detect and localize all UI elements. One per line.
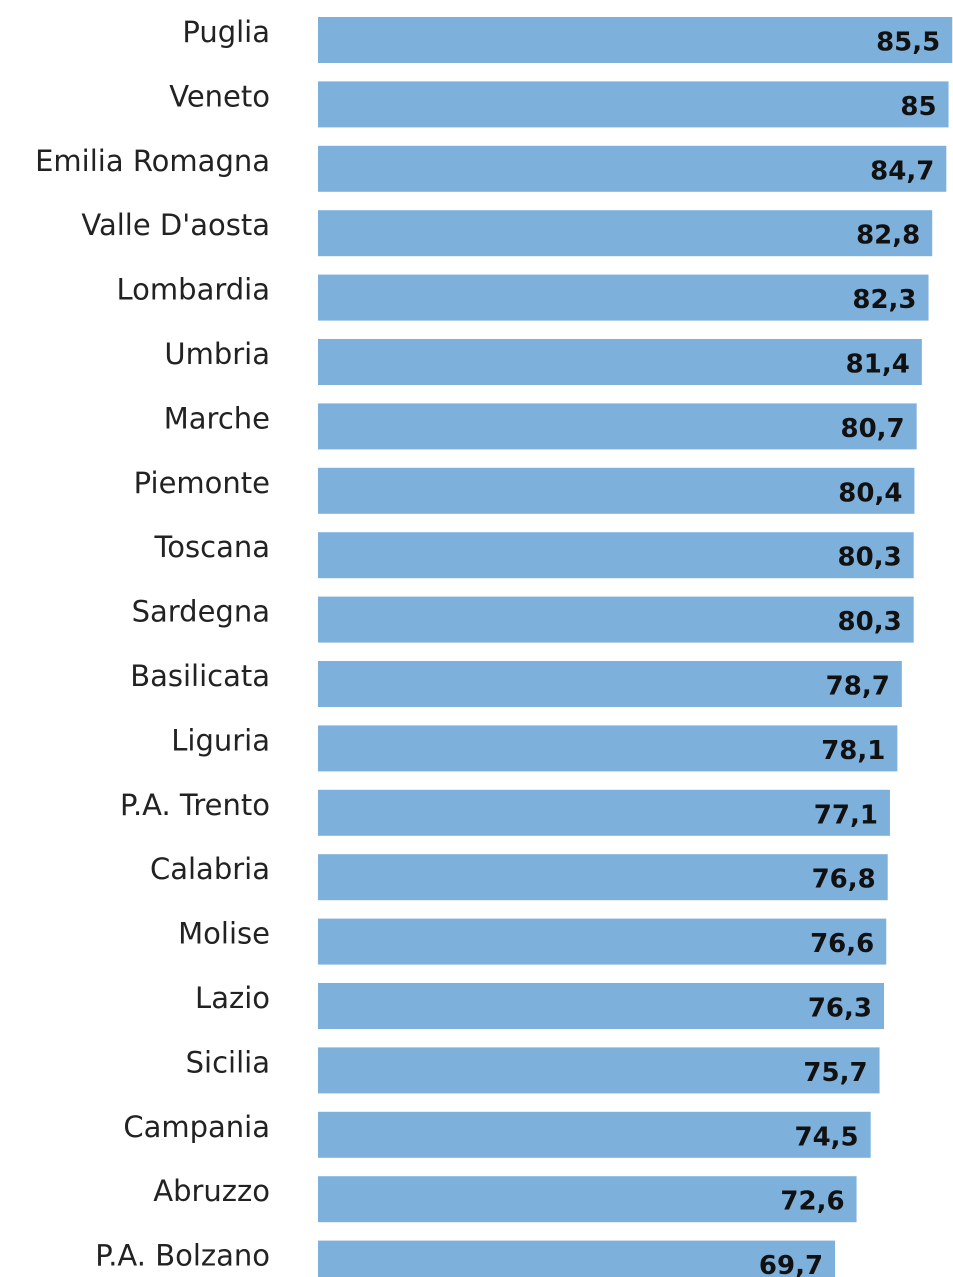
category-label: Emilia Romagna bbox=[35, 144, 270, 178]
category-label: P.A. Bolzano bbox=[95, 1239, 270, 1273]
value-label: 81,4 bbox=[846, 350, 910, 380]
bar bbox=[318, 274, 929, 321]
category-label: Liguria bbox=[171, 723, 270, 757]
category-label: Umbria bbox=[164, 337, 270, 371]
bar bbox=[318, 210, 933, 257]
category-label: Abruzzo bbox=[153, 1174, 270, 1208]
category-label: Puglia bbox=[182, 15, 270, 49]
bar bbox=[318, 1176, 857, 1223]
value-label: 76,8 bbox=[812, 865, 876, 895]
category-label: Valle D'aosta bbox=[81, 208, 270, 242]
bar bbox=[318, 854, 888, 901]
value-label: 76,3 bbox=[808, 994, 872, 1024]
bar bbox=[318, 532, 914, 579]
bar bbox=[318, 983, 885, 1029]
bar bbox=[318, 789, 890, 836]
value-label: 82,8 bbox=[856, 221, 920, 251]
bar bbox=[318, 403, 917, 450]
value-label: 85,5 bbox=[876, 28, 940, 58]
bar bbox=[318, 1240, 836, 1277]
category-label: Sicilia bbox=[186, 1045, 270, 1079]
bar bbox=[318, 1047, 880, 1094]
bar bbox=[318, 725, 898, 772]
bar bbox=[318, 145, 947, 192]
category-label: Basilicata bbox=[130, 659, 270, 693]
bar bbox=[318, 1111, 871, 1158]
category-label: Toscana bbox=[153, 530, 270, 564]
category-label: Molise bbox=[178, 917, 270, 951]
category-label: P.A. Trento bbox=[120, 788, 270, 822]
bar bbox=[318, 661, 902, 707]
category-label: Calabria bbox=[150, 852, 270, 886]
bar bbox=[318, 918, 887, 965]
category-label: Sardegna bbox=[132, 595, 270, 629]
value-label: 69,7 bbox=[759, 1251, 823, 1277]
category-label: Lazio bbox=[195, 981, 270, 1015]
value-label: 74,5 bbox=[795, 1122, 859, 1152]
value-label: 78,7 bbox=[826, 672, 890, 702]
value-label: 72,6 bbox=[780, 1187, 844, 1217]
value-label: 77,1 bbox=[814, 800, 878, 830]
bar bbox=[318, 596, 914, 643]
value-label: 80,4 bbox=[838, 478, 902, 508]
bar bbox=[318, 81, 949, 128]
category-label: Lombardia bbox=[117, 273, 270, 307]
value-label: 80,3 bbox=[838, 543, 902, 573]
bar bbox=[318, 339, 922, 385]
bar bbox=[318, 467, 915, 514]
value-label: 78,1 bbox=[821, 736, 885, 766]
category-label: Piemonte bbox=[134, 466, 270, 500]
value-label: 75,7 bbox=[803, 1058, 867, 1088]
category-label: Veneto bbox=[169, 79, 270, 113]
value-label: 80,7 bbox=[840, 414, 904, 444]
category-label: Marche bbox=[164, 401, 270, 435]
value-label: 80,3 bbox=[838, 607, 902, 637]
value-label: 82,3 bbox=[852, 285, 916, 315]
value-label: 76,6 bbox=[810, 929, 874, 959]
bar bbox=[318, 17, 953, 63]
value-label: 84,7 bbox=[870, 156, 934, 186]
value-label: 85 bbox=[900, 92, 936, 122]
category-label: Campania bbox=[123, 1110, 270, 1144]
